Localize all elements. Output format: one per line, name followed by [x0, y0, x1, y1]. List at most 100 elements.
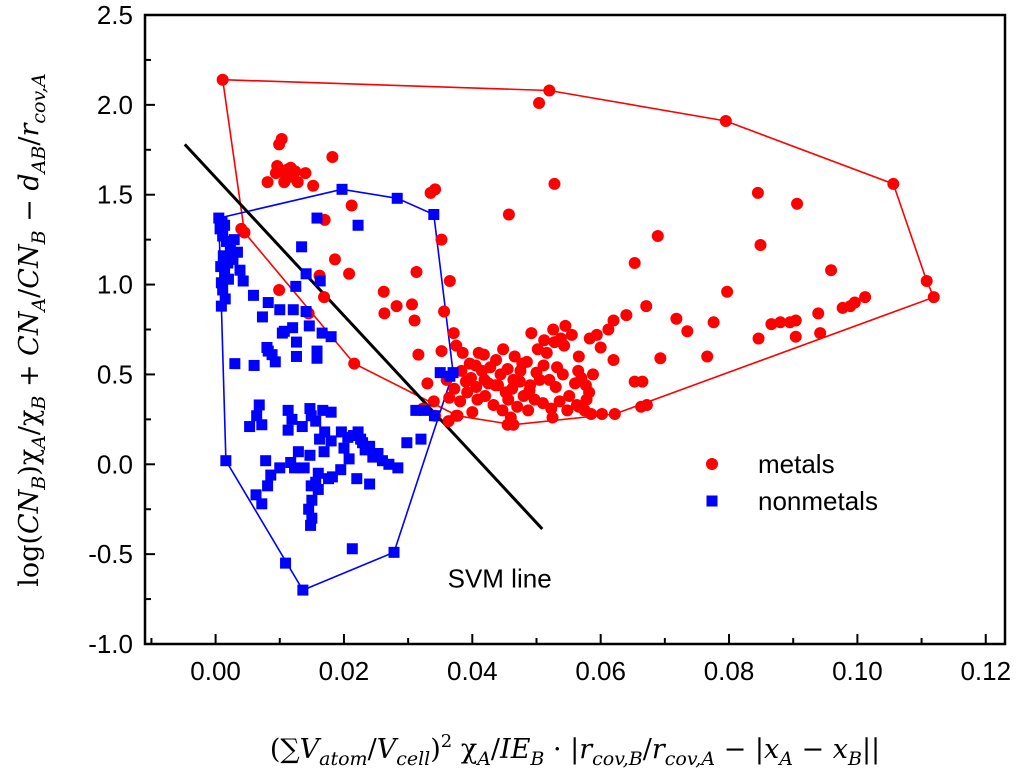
metals-point: [496, 404, 509, 417]
metals-point: [553, 395, 566, 408]
metals-point: [707, 316, 720, 329]
y-tick-label: 0.5: [97, 359, 133, 389]
metals-point: [752, 332, 765, 345]
nonmetals-point: [314, 275, 326, 287]
metals-point: [543, 84, 556, 97]
nonmetals-point: [318, 446, 330, 458]
metals-point: [836, 301, 849, 314]
metals-point: [559, 319, 572, 332]
nonmetals-point: [364, 440, 376, 452]
metals-point: [640, 398, 653, 411]
nonmetals-point: [357, 437, 369, 449]
metals-point: [719, 115, 732, 128]
metals-point: [595, 407, 608, 420]
metals-point: [540, 346, 553, 359]
nonmetals-point: [312, 467, 324, 479]
metals-point: [754, 239, 767, 252]
nonmetals-point: [343, 453, 355, 465]
nonmetals-point: [335, 464, 347, 476]
legend: metals nonmetals: [706, 449, 878, 516]
nonmetals-point: [276, 327, 288, 339]
nonmetals-point: [285, 456, 297, 468]
nonmetals-point: [262, 297, 274, 309]
metals-point: [789, 314, 802, 327]
nonmetals-point: [346, 543, 358, 555]
metals-point: [463, 357, 476, 370]
x-tick-label: 0.10: [832, 656, 883, 686]
nonmetals-point: [352, 219, 364, 231]
x-tick-label: 0.06: [575, 656, 626, 686]
nonmetals-point: [306, 512, 318, 524]
nonmetals-point: [234, 264, 246, 276]
metals-point: [586, 368, 599, 381]
metals-point: [408, 314, 421, 327]
metals-point: [522, 404, 535, 417]
nonmetals-point: [256, 498, 268, 510]
nonmetals-point: [282, 424, 294, 436]
metals-point: [549, 381, 562, 394]
x-axis-title: (∑Vatom/Vcell)2 χA/IEB · |rcov,B/rcov,A …: [270, 731, 880, 770]
nonmetals-point: [428, 410, 440, 422]
metals-point: [548, 177, 561, 190]
nonmetals-point: [319, 426, 331, 438]
nonmetals-point: [388, 546, 400, 558]
metals-point: [670, 312, 683, 325]
metals-point: [472, 346, 485, 359]
x-tick-label: 0.04: [447, 656, 498, 686]
y-axis-ticks: -1.0 -0.5 0.0 0.5 1.0 1.5 2.0 2.5: [88, 0, 155, 659]
metals-point: [454, 395, 467, 408]
metals-point: [547, 323, 560, 336]
y-tick-label: 1.5: [97, 180, 133, 210]
legend-label-metals: metals: [758, 449, 835, 479]
metals-point: [216, 73, 229, 86]
metals-point: [565, 328, 578, 341]
metals-point: [421, 377, 434, 390]
metals-point: [791, 197, 804, 210]
nonmetals-point: [253, 399, 265, 411]
metals-point: [701, 350, 714, 363]
nonmetals-point: [265, 469, 277, 481]
nonmetals-point: [352, 426, 364, 438]
metals-point: [291, 176, 304, 189]
y-tick-label: 0.0: [97, 449, 133, 479]
metals-point: [523, 384, 536, 397]
nonmetals-point: [376, 455, 388, 467]
nonmetals-point: [434, 367, 446, 379]
nonmetals-point: [217, 284, 229, 296]
nonmetals-point: [335, 426, 347, 438]
nonmetals-point: [290, 350, 302, 362]
metals-point: [497, 343, 510, 356]
nonmetals-point: [219, 293, 231, 305]
y-tick-label: 1.0: [97, 270, 133, 300]
nonmetals-point: [274, 304, 286, 316]
metals-point: [275, 133, 288, 146]
metals-point: [501, 418, 514, 431]
nonmetals-point: [304, 403, 316, 415]
metals-point: [654, 352, 667, 365]
nonmetals-point: [311, 352, 323, 364]
plot-frame: [143, 13, 1007, 646]
nonmetals-point: [286, 413, 298, 425]
y-tick-label: -1.0: [88, 629, 133, 659]
nonmetals-point: [296, 421, 308, 433]
nonmetals-point: [290, 336, 302, 348]
data-points: [213, 73, 940, 596]
metals-point: [812, 307, 825, 320]
metals-point: [438, 305, 451, 318]
metals-point: [608, 407, 621, 420]
metals-point: [461, 386, 474, 399]
legend-label-nonmetals: nonmetals: [758, 486, 878, 516]
nonmetals-point: [297, 584, 309, 596]
metals-point: [551, 361, 564, 374]
metals-point: [538, 334, 551, 347]
nonmetals-point: [262, 480, 274, 492]
metals-point: [470, 381, 483, 394]
nonmetals-point: [256, 311, 268, 323]
nonmetals-point: [248, 359, 260, 371]
metals-point: [429, 183, 442, 196]
metals-point: [920, 274, 933, 287]
nonmetals-point: [305, 480, 317, 492]
metals-point: [927, 291, 940, 304]
nonmetals-point: [303, 320, 315, 332]
metals-point: [261, 176, 274, 189]
